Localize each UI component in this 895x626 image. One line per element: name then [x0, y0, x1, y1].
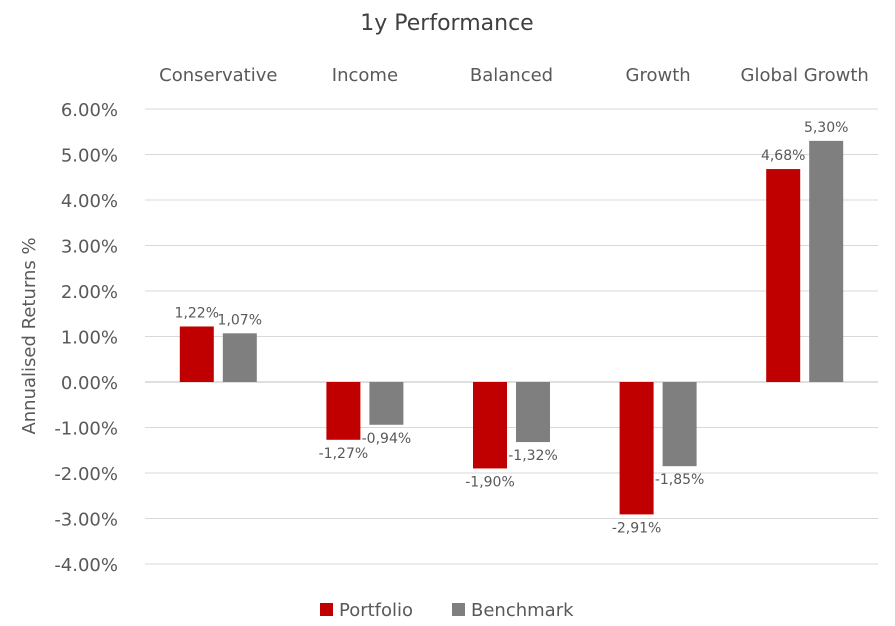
data-label: -1,27% — [319, 446, 369, 462]
category-label: Conservative — [159, 65, 277, 86]
data-label: 1,22% — [175, 305, 219, 321]
y-tick-labels: 6.00% 5.00% 4.00% 3.00% 2.00% 1.00% 0.00% -1.00… — [54, 100, 118, 576]
data-label: -1,32% — [508, 448, 558, 464]
y-axis-label: Annualised Returns % — [19, 237, 40, 434]
legend-label: Portfolio — [339, 600, 413, 621]
data-label: 5,30% — [804, 120, 848, 136]
data-label: -0,94% — [362, 431, 412, 447]
bar — [662, 382, 697, 467]
y-tick-label: 0.00% — [61, 373, 118, 394]
data-label: 1,07% — [218, 312, 262, 328]
bar — [766, 169, 801, 382]
bar — [222, 333, 257, 382]
y-tick-label: -3.00% — [54, 510, 118, 531]
y-tick-label: -4.00% — [54, 555, 118, 576]
category-label: Global Growth — [741, 65, 869, 86]
data-label: -1,85% — [655, 472, 705, 488]
legend-swatch — [452, 603, 465, 616]
data-label: 4,68% — [761, 148, 805, 164]
bar — [619, 382, 654, 515]
y-tick-label: -1.00% — [54, 419, 118, 440]
legend-swatch — [320, 603, 333, 616]
category-label: Income — [332, 65, 398, 86]
bar — [326, 382, 361, 440]
y-tick-label: 4.00% — [61, 191, 118, 212]
bar — [473, 382, 507, 469]
gridlines — [145, 108, 878, 565]
y-tick-label: 6.00% — [61, 100, 118, 121]
bar — [179, 326, 214, 382]
bar — [369, 382, 404, 425]
category-label: Growth — [626, 65, 691, 86]
data-label: -2,91% — [612, 520, 662, 536]
chart-title: 1y Performance — [360, 11, 533, 36]
legend: Portfolio Benchmark — [320, 600, 574, 621]
y-tick-label: 2.00% — [61, 282, 118, 303]
data-label: -1,90% — [465, 474, 515, 490]
y-tick-label: 5.00% — [61, 146, 118, 167]
category-label: Balanced — [470, 65, 553, 86]
category-labels: Conservative Income Balanced Growth Global G… — [159, 65, 869, 86]
bar — [809, 140, 844, 382]
data-labels: 1,22%1,07% -1,27%-0,94% -1,90% -1,32% -2,91%… — [175, 120, 849, 537]
y-tick-label: 1.00% — [61, 328, 118, 349]
bar — [516, 382, 550, 443]
legend-label: Benchmark — [471, 600, 574, 621]
bars — [179, 140, 844, 515]
y-tick-label: -2.00% — [54, 464, 118, 485]
y-tick-label: 3.00% — [61, 237, 118, 258]
